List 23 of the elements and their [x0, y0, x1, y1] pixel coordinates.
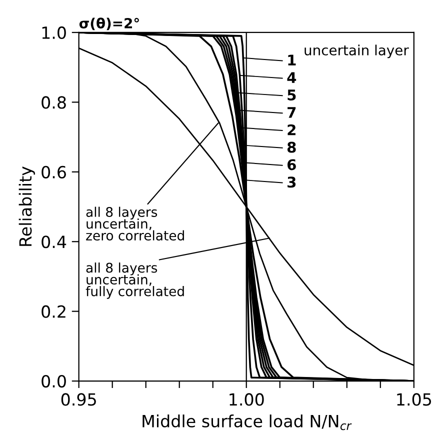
x-tick-label: 0.95 — [61, 393, 96, 406]
x-tick-label: 1.00 — [230, 393, 264, 406]
legend-label: 2 — [288, 124, 296, 136]
y-tick-label: 1.0 — [42, 26, 66, 40]
legend-label: 6 — [287, 159, 296, 170]
legend-label: 8 — [287, 142, 296, 153]
legend-title: uncertain layer — [304, 44, 409, 58]
y-tick-label: 0.8 — [42, 96, 66, 109]
legend-label: 7 — [288, 107, 296, 118]
y-tick-label: 0.0 — [42, 375, 66, 388]
legend-label: 5 — [288, 90, 296, 100]
y-tick-label: 0.4 — [42, 236, 66, 248]
legend-label: 1 — [288, 54, 296, 66]
legend-label: 4 — [287, 72, 296, 83]
x-axis-title: Middle surface load N/N$_{cr}$ — [142, 414, 352, 430]
y-tick-label: 0.6 — [42, 166, 66, 178]
chart-title: σ(θ)=2° — [79, 18, 139, 30]
annotation: all 8 layers uncertain, fully correlated — [86, 262, 184, 299]
y-tick-label: 0.2 — [42, 305, 66, 318]
annotation: all 8 layers uncertain, zero correlated — [86, 206, 184, 241]
legend-label: 3 — [288, 176, 296, 188]
y-axis-title: Reliability — [18, 166, 35, 246]
x-tick-label: 1.05 — [397, 393, 432, 406]
